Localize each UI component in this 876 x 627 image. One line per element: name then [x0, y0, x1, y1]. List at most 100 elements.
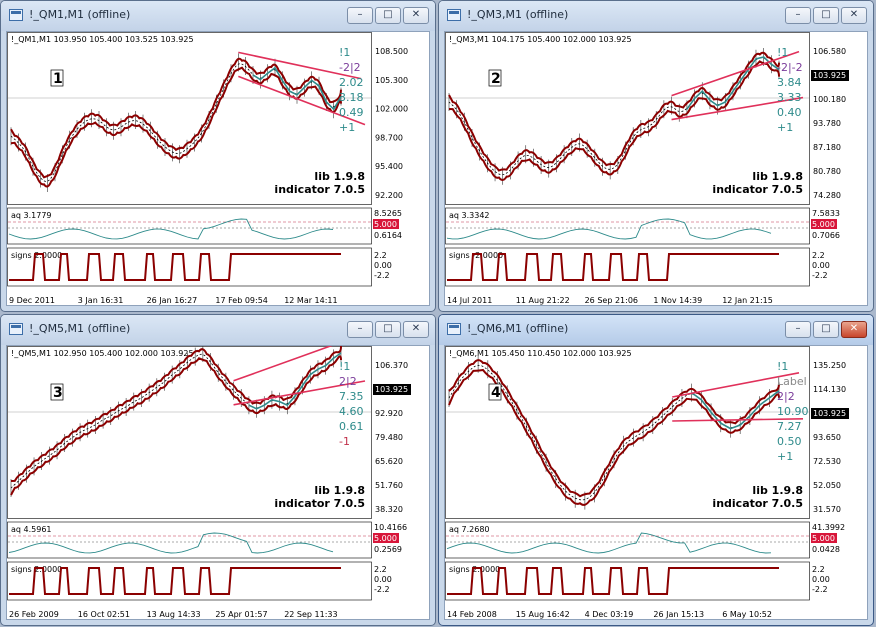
window-titlebar[interactable]: !_QM5,M1 (offline) – □ ✕	[1, 315, 435, 345]
aq-pane-border	[445, 207, 810, 245]
aq-label: aq 3.3342	[449, 211, 490, 220]
price-axis-label: 72.530	[813, 457, 841, 466]
price-axis-label: 103.925	[375, 385, 408, 394]
aq-pane-border	[445, 521, 810, 559]
stat-value: Label	[777, 375, 807, 388]
stat-value: +1	[777, 121, 793, 134]
stat-value: 3.33	[777, 91, 802, 104]
aq-line	[8, 218, 334, 240]
price-axis-label: 103.925	[813, 409, 846, 418]
aq-axis-label: 5.000	[812, 220, 835, 229]
lib-version: lib 1.9.8	[314, 484, 365, 497]
trend-line-lower	[672, 418, 804, 422]
chart-area[interactable]: !_QM1,M1 103.950 105.400 103.525 103.925…	[6, 31, 430, 306]
close-button[interactable]: ✕	[403, 7, 429, 24]
price-axis-label: 106.370	[375, 361, 408, 370]
upper-band-line	[10, 346, 342, 482]
chart-area[interactable]: !_QM5,M1 102.950 105.400 102.000 103.925…	[6, 345, 430, 620]
window-titlebar[interactable]: !_QM6,M1 (offline) – □ ✕	[439, 315, 873, 345]
aq-axis-label: 41.3992	[812, 523, 845, 532]
stat-value: -2|2	[339, 61, 361, 74]
price-axis-label: 38.320	[375, 505, 403, 514]
stat-value: 0.50	[777, 435, 802, 448]
signs-line	[9, 567, 341, 595]
window-titlebar[interactable]: !_QM1,M1 (offline) – □ ✕	[1, 1, 435, 31]
chart-window-qm5[interactable]: !_QM5,M1 (offline) – □ ✕ !_QM5,M1 102.950 10…	[0, 314, 436, 626]
price-axis-label: 106.580	[813, 47, 846, 56]
aq-pane-border	[7, 521, 372, 559]
chart-window-icon	[447, 323, 461, 335]
minimize-button[interactable]: –	[347, 7, 373, 24]
chart-window-icon	[447, 9, 461, 21]
chart-area[interactable]: !_QM6,M1 105.450 110.450 102.000 103.925…	[444, 345, 868, 620]
price-axis-label: 114.130	[813, 385, 846, 394]
chart-window-qm1[interactable]: !_QM1,M1 (offline) – □ ✕ !_QM1,M1 103.950 10…	[0, 0, 436, 312]
aq-axis-label: 7.5833	[812, 209, 840, 218]
chart-area[interactable]: !_QM3,M1 104.175 105.400 102.000 103.925…	[444, 31, 868, 306]
minimize-button[interactable]: –	[785, 321, 811, 338]
chart-canvas: !_QM1,M1 103.950 105.400 103.525 103.925…	[7, 32, 408, 305]
minimize-button[interactable]: –	[785, 7, 811, 24]
signs-axis-label: 2.2	[374, 251, 387, 260]
aq-line	[446, 218, 772, 240]
aq-level-tag	[811, 533, 837, 543]
time-axis-label: 12 Mar 14:11	[284, 296, 337, 305]
maximize-button[interactable]: □	[813, 7, 839, 24]
window-title: !_QM3,M1 (offline)	[467, 8, 569, 21]
projection-line	[252, 66, 342, 111]
close-button[interactable]: ✕	[841, 321, 867, 338]
chart-number-label: 3	[53, 385, 63, 401]
center-line	[10, 63, 342, 182]
price-axis-label: 98.700	[375, 133, 403, 142]
maximize-button[interactable]: □	[813, 321, 839, 338]
time-axis-label: 15 Aug 16:42	[516, 610, 570, 619]
stat-value: 0.40	[777, 106, 802, 119]
signs-axis-label: 0.00	[812, 575, 830, 584]
time-axis-label: 14 Feb 2008	[447, 610, 497, 619]
trend-line-upper	[672, 372, 800, 398]
window-titlebar[interactable]: !_QM3,M1 (offline) – □ ✕	[439, 1, 873, 31]
chart-window-qm6[interactable]: !_QM6,M1 (offline) – □ ✕ !_QM6,M1 105.450 11…	[438, 314, 874, 626]
price-axis-label: 92.920	[375, 409, 403, 418]
maximize-button[interactable]: □	[375, 321, 401, 338]
chart-canvas: !_QM6,M1 105.450 110.450 102.000 103.925…	[445, 346, 849, 619]
chart-window-icon	[9, 323, 23, 335]
chart-number-box	[50, 383, 64, 401]
stat-value: 4.60	[339, 405, 364, 418]
stat-value: !1	[339, 46, 350, 59]
center-line	[448, 364, 780, 501]
time-axis-label: 14 Jul 2011	[447, 296, 492, 305]
price-axis-label: 74.280	[813, 191, 841, 200]
signs-label: signs -2.0000	[449, 251, 503, 260]
center-line	[10, 352, 342, 489]
chart-number-label: 1	[53, 71, 63, 87]
price-axis-label: 31.570	[813, 505, 841, 514]
price-axis-label: 79.480	[375, 433, 403, 442]
lower-band-line	[448, 60, 781, 181]
signs-label: signs 2.0000	[11, 251, 62, 260]
stat-value: 10.90	[777, 405, 809, 418]
maximize-button[interactable]: □	[375, 7, 401, 24]
stat-value: !1	[339, 360, 350, 373]
current-price-tag	[811, 70, 849, 81]
aq-axis-label: 0.7066	[812, 231, 840, 240]
lib-version: lib 1.9.8	[752, 170, 803, 183]
time-axis-label: 12 Jan 21:15	[722, 296, 773, 305]
chart-window-qm3[interactable]: !_QM3,M1 (offline) – □ ✕ !_QM3,M1 104.175 10…	[438, 0, 874, 312]
stat-value: 2|2	[339, 375, 357, 388]
signs-pane-border	[7, 561, 372, 601]
price-axis-label: 87.180	[813, 143, 841, 152]
close-button[interactable]: ✕	[403, 321, 429, 338]
time-axis-label: 6 May 10:52	[722, 610, 772, 619]
signs-axis-label: 0.00	[812, 261, 830, 270]
minimize-button[interactable]: –	[347, 321, 373, 338]
stat-value: !1	[777, 360, 788, 373]
price-axis-label: 103.925	[813, 71, 846, 80]
projection-line	[686, 56, 780, 110]
aq-axis-label: 0.0428	[812, 545, 840, 554]
time-axis-label: 13 Aug 14:33	[147, 610, 201, 619]
close-button[interactable]: ✕	[841, 7, 867, 24]
indicator-version: indicator 7.0.5	[274, 183, 365, 196]
chart-header: !_QM3,M1 104.175 105.400 102.000 103.925	[449, 35, 632, 44]
price-axis-label: 93.780	[813, 119, 841, 128]
